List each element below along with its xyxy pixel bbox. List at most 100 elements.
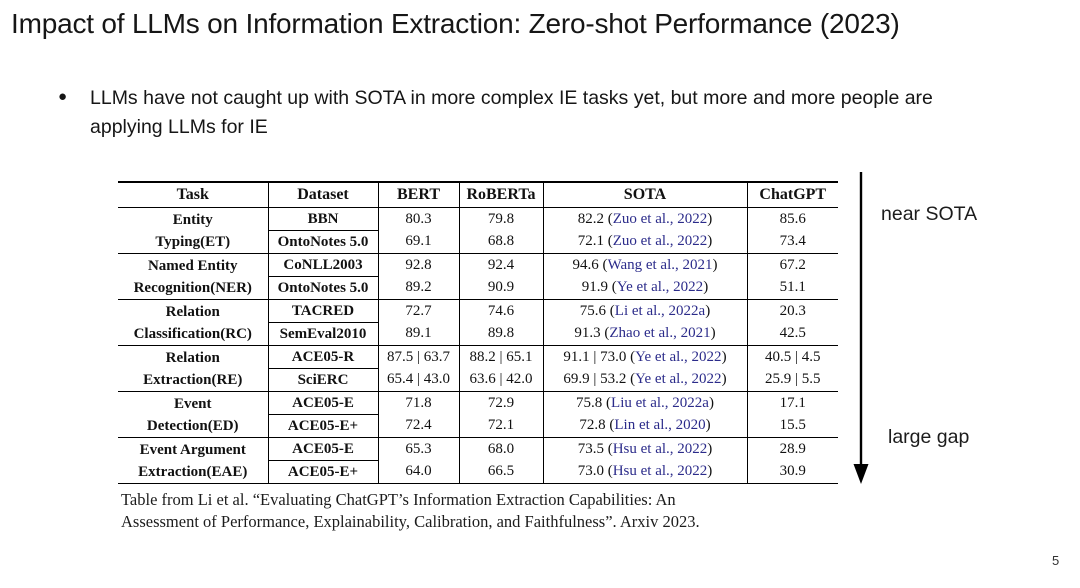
bert-score-cell: 72.4 (377, 414, 459, 438)
table-row: OntoNotes 5.0 69.1 68.8 72.1 (Zuo et al., 2… (118, 230, 838, 254)
citation-link: Lin et al., 2020 (614, 417, 706, 434)
table-row: SemEval2010 89.1 89.8 91.3 (Zhao et al., 20… (118, 322, 838, 346)
down-arrow-icon (853, 172, 869, 484)
chatgpt-score-cell: 25.9 | 5.5 (746, 368, 838, 392)
dataset-cell: SemEval2010 (267, 322, 378, 346)
sota-score-cell: 73.0 (Hsu et al., 2022) (542, 460, 747, 484)
sota-score-cell: 72.1 (Zuo et al., 2022) (542, 230, 747, 254)
bullet-line-2: applying LLMs for IE (90, 116, 268, 138)
roberta-score-cell: 68.0 (458, 437, 543, 461)
task-group: Entity Typing(ET) BBN 80.3 79.8 82.2 (Zuo et … (118, 207, 838, 254)
citation-link: Hsu et al., 2022 (612, 463, 708, 480)
bert-score-cell: 89.2 (377, 276, 459, 300)
column-header-sota: SOTA (542, 182, 747, 208)
citation-link: Ye et al., 2022 (635, 348, 722, 365)
column-header-roberta: RoBERTa (458, 182, 543, 208)
table-row: SciERC 65.4 | 43.0 63.6 | 42.0 69.9 | 53.2 … (118, 368, 838, 392)
caption-line-1: Table from Li et al. “Evaluating ChatGPT… (121, 490, 676, 509)
sota-score-cell: 69.9 | 53.2 (Ye et al., 2022) (542, 368, 747, 392)
bert-score-cell: 69.1 (377, 230, 459, 254)
task-cell: Named Entity Recognition(NER) (133, 257, 252, 296)
table-header-row: Task Dataset BERT RoBERTa SOTA ChatGPT (118, 182, 838, 208)
bert-score-cell: 72.7 (377, 299, 459, 323)
task-cell: Entity Typing(ET) (155, 211, 231, 250)
table-row: Relation Classification(RC) TACRED 72.7 74.6… (118, 299, 838, 342)
bert-score-cell: 64.0 (377, 460, 459, 484)
results-table-container: Task Dataset BERT RoBERTa SOTA ChatGPT Entity… (118, 181, 838, 484)
slide-title: Impact of LLMs on Information Extraction… (11, 8, 900, 39)
bert-score-cell: 92.8 (377, 253, 459, 277)
citation-link: Li et al., 2022a (614, 302, 706, 319)
column-header-task: Task (118, 182, 268, 208)
annotation-near-sota: near SOTA (881, 203, 978, 225)
bert-score-cell: 65.4 | 43.0 (377, 368, 459, 392)
citation-link: Wang et al., 2021 (607, 256, 713, 273)
table-row: ACE05-E+ 64.0 66.5 73.0 (Hsu et al., 2022) 3… (118, 460, 838, 484)
chatgpt-score-cell: 67.2 (746, 253, 838, 277)
table-row: Event Detection(ED) ACE05-E 71.8 72.9 75.8 (L… (118, 391, 838, 434)
task-group: Relation Classification(RC) TACRED 72.7 74.6… (118, 299, 838, 346)
roberta-score-cell: 88.2 | 65.1 (458, 345, 543, 369)
task-cell: Relation Classification(RC) (133, 303, 252, 342)
citation-link: Hsu et al., 2022 (612, 440, 708, 457)
roberta-score-cell: 63.6 | 42.0 (458, 368, 543, 392)
sota-score-cell: 73.5 (Hsu et al., 2022) (542, 437, 747, 461)
chatgpt-score-cell: 15.5 (746, 414, 838, 438)
roberta-score-cell: 72.1 (458, 414, 543, 438)
roberta-score-cell: 79.8 (458, 207, 543, 231)
dataset-cell: ACE05-E+ (267, 460, 378, 484)
dataset-cell: OntoNotes 5.0 (267, 276, 378, 300)
dataset-cell: TACRED (267, 299, 378, 323)
dataset-cell: OntoNotes 5.0 (267, 230, 378, 254)
roberta-score-cell: 72.9 (458, 391, 543, 415)
bullet-text: LLMs have not caught up with SOTA in mor… (90, 84, 1050, 142)
table-row: Entity Typing(ET) BBN 80.3 79.8 82.2 (Zuo et … (118, 207, 838, 250)
citation-link: Zhao et al., 2021 (609, 325, 711, 342)
chatgpt-score-cell: 73.4 (746, 230, 838, 254)
roberta-score-cell: 89.8 (458, 322, 543, 346)
roberta-score-cell: 68.8 (458, 230, 543, 254)
citation-link: Zuo et al., 2022 (612, 210, 708, 227)
column-header-bert: BERT (377, 182, 459, 208)
bert-score-cell: 65.3 (377, 437, 459, 461)
bullet-line-1: LLMs have not caught up with SOTA in mor… (90, 87, 933, 109)
table-row: ACE05-E+ 72.4 72.1 72.8 (Lin et al., 2020) 1… (118, 414, 838, 438)
sota-score-cell: 94.6 (Wang et al., 2021) (542, 253, 747, 277)
bert-score-cell: 71.8 (377, 391, 459, 415)
dataset-cell: ACE05-E (267, 391, 378, 415)
bert-score-cell: 89.1 (377, 322, 459, 346)
page-number: 5 (1052, 553, 1060, 568)
dataset-cell: ACE05-E (267, 437, 378, 461)
table-row: OntoNotes 5.0 89.2 90.9 91.9 (Ye et al., 20… (118, 276, 838, 300)
caption-line-2: Assessment of Performance, Explainabilit… (121, 512, 700, 531)
sota-score-cell: 91.1 | 73.0 (Ye et al., 2022) (542, 345, 747, 369)
table-row: Named Entity Recognition(NER) CoNLL2003 92.… (118, 253, 838, 296)
citation-link: Liu et al., 2022a (611, 394, 709, 411)
table-row: Relation Extraction(RE) ACE05-R 87.5 | 63.7… (118, 345, 838, 388)
dataset-cell: CoNLL2003 (267, 253, 378, 277)
bullet-marker: ● (58, 88, 68, 105)
bert-score-cell: 80.3 (377, 207, 459, 231)
roberta-score-cell: 66.5 (458, 460, 543, 484)
chatgpt-score-cell: 42.5 (746, 322, 838, 346)
sota-score-cell: 82.2 (Zuo et al., 2022) (542, 207, 747, 231)
roberta-score-cell: 90.9 (458, 276, 543, 300)
task-group: Event Detection(ED) ACE05-E 71.8 72.9 75.8 (L… (118, 391, 838, 438)
chatgpt-score-cell: 40.5 | 4.5 (746, 345, 838, 369)
task-cell: Event Detection(ED) (146, 395, 239, 434)
dataset-cell: BBN (267, 207, 378, 231)
citation-link: Ye et al., 2022 (635, 371, 722, 388)
column-header-chatgpt: ChatGPT (746, 182, 838, 208)
chatgpt-score-cell: 85.6 (746, 207, 838, 231)
annotation-large-gap: large gap (888, 426, 970, 448)
dataset-cell: SciERC (267, 368, 378, 392)
dataset-cell: ACE05-E+ (267, 414, 378, 438)
citation-link: Zuo et al., 2022 (612, 233, 708, 250)
sota-score-cell: 91.9 (Ye et al., 2022) (542, 276, 747, 300)
dataset-cell: ACE05-R (267, 345, 378, 369)
task-group: Relation Extraction(RE) ACE05-R 87.5 | 63.7… (118, 345, 838, 392)
citation-link: Ye et al., 2022 (616, 279, 704, 296)
chatgpt-score-cell: 30.9 (746, 460, 838, 484)
sota-score-cell: 91.3 (Zhao et al., 2021) (542, 322, 747, 346)
